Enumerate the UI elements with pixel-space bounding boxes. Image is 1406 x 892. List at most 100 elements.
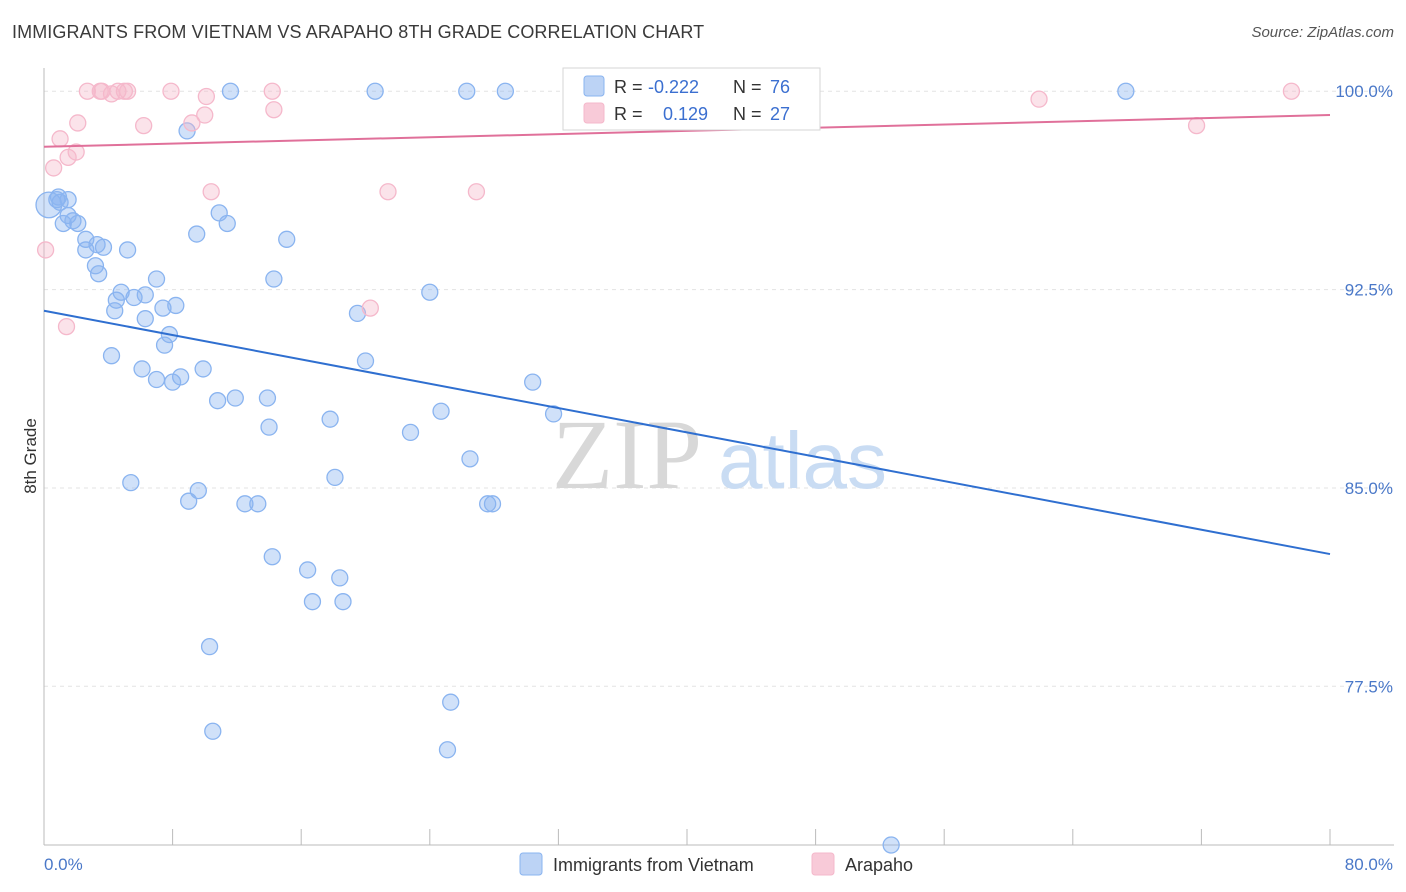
point-vietnam xyxy=(265,270,283,288)
point-vietnam xyxy=(479,495,497,513)
y-axis-label: 8th Grade xyxy=(21,418,40,494)
point-vietnam xyxy=(882,836,900,854)
stats-n-label-vietnam: N = xyxy=(733,77,762,97)
stats-n-value-arapaho: 27 xyxy=(770,104,790,124)
stats-n-value-vietnam: 76 xyxy=(770,77,790,97)
source-label: Source: ZipAtlas.com xyxy=(1251,24,1394,41)
stats-n-label-arapaho: N = xyxy=(733,104,762,124)
point-vietnam xyxy=(458,82,476,100)
point-arapaho xyxy=(183,114,201,132)
stats-swatch-vietnam xyxy=(583,75,605,97)
stats-r-label-vietnam: R = xyxy=(614,77,643,97)
y-tick-label: 77.5% xyxy=(1345,677,1393,696)
point-vietnam xyxy=(59,191,77,209)
point-arapaho xyxy=(109,82,127,100)
point-vietnam xyxy=(147,270,166,288)
stats-r-value-vietnam: -0.222 xyxy=(648,77,699,97)
point-vietnam xyxy=(118,241,137,259)
point-vietnam xyxy=(90,265,108,283)
trend-line-vietnam xyxy=(43,309,1331,556)
point-vietnam xyxy=(421,283,439,301)
point-vietnam xyxy=(356,352,375,370)
point-arapaho xyxy=(196,106,214,124)
point-arapaho xyxy=(135,116,153,135)
point-arapaho xyxy=(467,183,486,201)
watermark-atlas: atlas xyxy=(718,416,887,505)
point-vietnam xyxy=(334,593,352,611)
point-vietnam xyxy=(136,286,154,304)
y-tick-label: 92.5% xyxy=(1345,281,1393,300)
point-vietnam xyxy=(366,82,384,100)
point-vietnam xyxy=(208,392,227,410)
series-legend: Immigrants from Vietnam Arapaho xyxy=(519,852,913,876)
point-vietnam xyxy=(188,225,206,243)
point-vietnam xyxy=(200,637,219,656)
point-vietnam xyxy=(260,418,278,436)
point-vietnam xyxy=(136,310,154,328)
point-vietnam xyxy=(432,402,450,420)
point-arapaho xyxy=(265,101,283,119)
point-vietnam xyxy=(106,302,124,320)
legend-swatch-vietnam xyxy=(519,852,543,876)
stats-swatch-arapaho xyxy=(583,102,605,124)
point-arapaho xyxy=(197,87,216,106)
point-vietnam xyxy=(189,481,207,500)
point-vietnam xyxy=(496,82,515,100)
point-arapaho xyxy=(69,114,87,132)
point-vietnam xyxy=(438,741,457,759)
point-vietnam xyxy=(401,423,420,442)
x-tick-label: 80.0% xyxy=(1345,855,1393,874)
point-arapaho xyxy=(118,82,137,100)
point-vietnam xyxy=(442,693,460,711)
point-vietnam xyxy=(544,405,563,423)
point-arapaho xyxy=(36,241,55,259)
point-arapaho xyxy=(57,317,76,336)
point-vietnam xyxy=(180,492,198,510)
point-vietnam xyxy=(49,188,68,206)
point-arapaho xyxy=(51,130,69,148)
point-vietnam xyxy=(133,360,151,378)
stats-r-value-arapaho: 0.129 xyxy=(663,104,708,124)
legend-label-arapaho: Arapaho xyxy=(845,855,913,875)
point-vietnam xyxy=(94,238,113,256)
point-vietnam xyxy=(331,569,349,587)
point-vietnam xyxy=(236,495,254,513)
watermark: ZIP atlas xyxy=(552,399,887,510)
point-vietnam xyxy=(102,347,121,365)
point-arapaho xyxy=(202,183,220,201)
point-vietnam xyxy=(263,548,281,566)
chart-title: IMMIGRANTS FROM VIETNAM VS ARAPAHO 8TH G… xyxy=(12,22,705,42)
legend-label-vietnam: Immigrants from Vietnam xyxy=(553,855,754,875)
point-arapaho xyxy=(67,143,85,161)
stats-legend: R = -0.222 N = 76 R = 0.129 N = 27 xyxy=(562,67,821,131)
point-vietnam xyxy=(226,389,244,407)
point-vietnam xyxy=(147,370,166,389)
point-arapaho xyxy=(1187,116,1206,135)
point-vietnam xyxy=(69,214,87,233)
trend-line-arapaho xyxy=(43,114,1331,148)
point-arapaho xyxy=(263,82,281,100)
point-vietnam xyxy=(1117,82,1135,100)
point-vietnam xyxy=(204,722,222,740)
point-vietnam xyxy=(64,212,82,230)
point-arapaho xyxy=(1282,82,1301,100)
legend-swatch-arapaho xyxy=(811,852,835,876)
point-vietnam xyxy=(155,336,174,354)
x-tick-label: 0.0% xyxy=(44,855,83,874)
y-tick-label: 85.0% xyxy=(1345,479,1393,498)
point-arapaho xyxy=(78,82,97,100)
point-vietnam xyxy=(326,468,344,487)
point-vietnam xyxy=(171,368,190,386)
point-vietnam xyxy=(524,373,542,391)
point-arapaho xyxy=(44,159,63,177)
point-vietnam xyxy=(483,495,502,513)
point-vietnam xyxy=(167,296,185,315)
y-tick-label: 100.0% xyxy=(1335,82,1393,101)
point-arapaho xyxy=(361,299,379,317)
watermark-zip: ZIP xyxy=(552,399,702,510)
stats-r-label-arapaho: R = xyxy=(614,104,643,124)
point-vietnam xyxy=(461,450,479,468)
point-vietnam xyxy=(194,360,212,378)
point-vietnam xyxy=(154,299,172,317)
point-vietnam xyxy=(348,304,367,323)
